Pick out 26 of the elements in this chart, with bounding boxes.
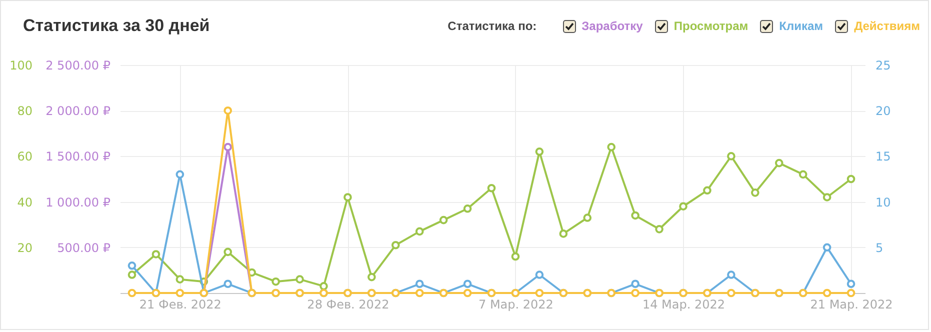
y2-tick-label: 2 500.00 ₽ (46, 58, 111, 72)
x-tick-label: 28 Фев. 2022 (307, 298, 390, 312)
x-tick-label: 14 Мар. 2022 (642, 298, 726, 312)
y-tick-label: 60 (17, 150, 32, 164)
y2-tick-label: 1 500.00 ₽ (46, 150, 111, 164)
y-tick-label: 80 (17, 104, 32, 118)
y2-tick-label: 2 000.00 ₽ (46, 104, 111, 118)
x-tick-label: 21 Мар. 2022 (810, 298, 893, 312)
y3-tick-label: 5 (876, 240, 884, 255)
y2-tick-label: 1 000.00 ₽ (46, 195, 111, 210)
text: Кликам (779, 19, 824, 33)
text: Заработку (582, 19, 643, 33)
y-tick-label: 100 (10, 58, 32, 72)
chart-title: Статистика за 30 дней (23, 16, 210, 36)
x-tick-label: 7 Мар. 2022 (478, 298, 554, 312)
y3-tick-label: 15 (876, 150, 891, 164)
y3-tick-label: 20 (876, 104, 891, 118)
y3-tick-label: 10 (876, 195, 891, 210)
y-tick-label: 20 (17, 240, 32, 255)
text: Действиям (854, 19, 920, 33)
y-tick-label: 40 (17, 195, 32, 210)
text: Просмотрам (674, 19, 748, 33)
y2-tick-label: 500.00 ₽ (57, 240, 111, 255)
legend-title: Статистика по: (448, 19, 537, 33)
y3-tick-label: 25 (876, 58, 891, 72)
x-tick-label: 21 Фев. 2022 (139, 298, 222, 312)
